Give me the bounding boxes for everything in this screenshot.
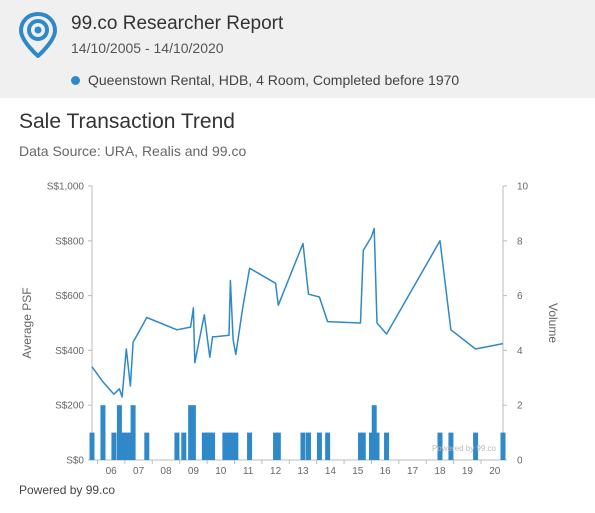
volume-bar — [473, 432, 479, 460]
volume-bar — [384, 432, 390, 460]
volume-bar — [371, 405, 377, 460]
x-tick-label: 12 — [270, 466, 282, 477]
y2-tick-label: 4 — [517, 346, 523, 357]
volume-bar — [144, 432, 150, 460]
x-tick-label: 18 — [434, 466, 446, 477]
y2-tick-label: 10 — [517, 182, 529, 193]
y2-axis-title: Volume — [546, 303, 560, 343]
volume-bar — [437, 432, 443, 460]
volume-bar — [174, 432, 180, 460]
volume-bar — [190, 405, 196, 460]
map-pin-icon — [19, 12, 57, 58]
volume-bar — [500, 432, 506, 460]
volume-bar — [127, 432, 133, 460]
x-tick-label: 16 — [380, 466, 392, 477]
report-header: 99.co Researcher Report 14/10/2005 - 14/… — [0, 0, 595, 98]
trend-chart: S$0 S$200 S$400 S$600 S$800 S$1,000 0 2 4 6 8 10 06 0… — [20, 182, 560, 478]
volume-bar — [123, 432, 129, 460]
y-tick-label: S$0 — [66, 456, 84, 467]
volume-bar — [368, 432, 374, 460]
x-tick-label: 10 — [215, 466, 227, 477]
volume-bar — [273, 432, 279, 460]
chart-subtitle: Data Source: URA, Realis and 99.co — [19, 143, 247, 159]
report-date-range: 14/10/2005 - 14/10/2020 — [71, 40, 224, 56]
volume-bar — [188, 405, 194, 460]
volume-bar — [116, 405, 122, 460]
y-axis-title: Average PSF — [20, 287, 34, 358]
volume-bar — [130, 405, 136, 460]
chart-watermark: Powered by 99.co — [432, 444, 497, 453]
volume-bar — [222, 432, 228, 460]
footer-credit: Powered by 99.co — [19, 483, 116, 497]
volume-bar — [204, 432, 210, 460]
volume-bar — [100, 405, 106, 460]
price-trend-line — [91, 227, 504, 398]
series-legend: Queenstown Rental, HDB, 4 Room, Complete… — [71, 72, 459, 88]
x-tick-label: 08 — [160, 466, 172, 477]
x-tick-label: 17 — [407, 466, 419, 477]
volume-bar — [210, 432, 216, 460]
volume-bar — [247, 432, 253, 460]
volume-bar — [448, 432, 454, 460]
y2-tick-label: 0 — [517, 456, 523, 467]
x-tick-label: 09 — [188, 466, 200, 477]
x-tick-label: 15 — [352, 466, 364, 477]
volume-bar — [374, 432, 380, 460]
legend-label: Queenstown Rental, HDB, 4 Room, Complete… — [88, 72, 460, 88]
chart-title: Sale Transaction Trend — [19, 110, 235, 133]
legend-marker — [71, 75, 80, 85]
volume-bar — [316, 432, 322, 460]
volume-bar — [226, 432, 232, 460]
x-tick-label: 06 — [106, 466, 118, 477]
volume-bar — [119, 432, 125, 460]
x-tick-label: 19 — [462, 466, 474, 477]
volume-bar — [360, 432, 366, 460]
volume-bar — [229, 432, 235, 460]
x-tick-label: 20 — [489, 466, 501, 477]
x-tick-label: 07 — [133, 466, 145, 477]
volume-bar — [233, 432, 239, 460]
volume-bar — [201, 432, 207, 460]
volume-bar — [207, 432, 213, 460]
y-tick-label: S$1,000 — [47, 182, 85, 193]
y2-tick-label: 8 — [517, 236, 523, 247]
y2-tick-label: 6 — [517, 291, 523, 302]
volume-bar — [275, 432, 281, 460]
volume-bar — [89, 432, 95, 460]
volume-bar — [181, 432, 187, 460]
x-tick-label: 14 — [325, 466, 337, 477]
x-tick-label: 11 — [243, 466, 254, 477]
y-tick-label: S$400 — [55, 346, 84, 357]
y-tick-label: S$800 — [55, 236, 84, 247]
x-tick-label: 13 — [297, 466, 309, 477]
volume-bar — [111, 432, 117, 460]
volume-bar — [300, 432, 306, 460]
report-title: 99.co Researcher Report — [71, 13, 284, 34]
volume-bar — [358, 432, 364, 460]
volume-bar — [325, 432, 331, 460]
volume-bar — [305, 432, 311, 460]
y-tick-label: S$600 — [55, 291, 84, 302]
y2-tick-label: 2 — [517, 401, 523, 412]
y-tick-label: S$200 — [55, 401, 84, 412]
